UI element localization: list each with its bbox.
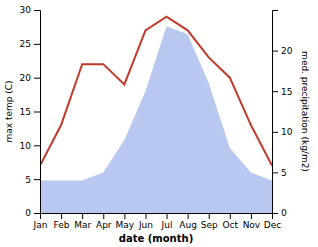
y2-axis-title: med. precipitation (kg/m2) [300,51,310,172]
tick-mark [272,213,278,214]
tick-label: 15 [281,87,292,97]
tick-label: 25 [20,39,31,49]
tick: Nov [243,213,261,230]
tick-mark [230,213,231,219]
tick: 15 [272,87,292,97]
tick-label: 5 [25,175,31,185]
tick-mark [61,213,62,219]
tick-mark [167,213,168,219]
tick-label: Jun [138,220,153,230]
tick: 30 [20,5,40,15]
tick-mark [34,10,40,11]
tick-mark [82,213,83,219]
tick-label: 10 [281,127,293,137]
tick: Jan [33,213,48,230]
tick-mark [272,51,278,52]
tick-label: 0 [281,208,287,218]
tick-label: Sep [201,220,218,230]
tick: Oct [223,213,239,230]
tick-mark [34,78,40,79]
axis-line [273,11,279,214]
tick-mark [34,213,40,214]
plot: JanFebMarAprMayJunJulAugSepOctNovDec0510… [4,5,310,244]
tick: Feb [54,213,70,230]
tick-label: 30 [20,5,32,15]
tick-mark [34,44,40,45]
tick: 25 [20,39,40,49]
tick-label: May [116,220,135,230]
tick-label: Aug [179,220,197,230]
tick: 5 [272,168,287,178]
tick: Apr [96,213,112,230]
tick-label: 20 [281,46,293,56]
tick-mark [145,213,146,219]
tick-mark [34,145,40,146]
tick: Jul [161,213,173,230]
tick-label: Mar [74,220,91,230]
tick-label: Oct [223,220,239,230]
tick-mark [188,213,189,219]
tick-mark [272,132,278,133]
tick: 10 [272,127,293,137]
y2-axis: 0 5 10 15 20 [272,11,293,219]
tick-label: 20 [20,73,32,83]
tick-mark [34,112,40,113]
tick: Mar [74,213,91,230]
tick: Jun [138,213,153,230]
tick: 10 [20,141,40,151]
tick-label: 0 [25,208,31,218]
y-axis-title: max temp (C) [4,80,14,142]
tick: Sep [201,213,218,230]
x-axis: Jan Feb Mar Apr MayJun Jul Aug Sep Oct NovDec [33,213,282,230]
tick-mark [209,213,210,219]
tick-mark [34,179,40,180]
tick-mark [251,213,252,219]
tick: 0 [25,208,40,218]
y-axis: 0 5 10 15 20 25 30 [20,5,41,218]
tick-label: 5 [281,168,287,178]
temperature-line [40,17,272,166]
tick-mark [124,213,125,219]
tick-label: Dec [264,220,281,230]
tick: 5 [25,175,40,185]
x-axis-title: date (month) [119,233,193,244]
tick: Dec [264,213,281,230]
tick: 15 [20,107,40,117]
tick-label: Jul [161,220,173,230]
tick: 20 [20,73,40,83]
tick: May [116,213,135,230]
axis-line [41,214,273,220]
tick-label: Feb [54,220,70,230]
precipitation-area [40,26,272,213]
tick: Aug [179,213,197,230]
tick-mark [272,172,278,173]
tick: 20 [272,46,293,56]
tick-label: 10 [20,141,32,151]
tick-label: Jan [33,220,48,230]
tick-label: 15 [20,107,31,117]
chart: JanFebMarAprMayJunJulAugSepOctNovDec0510… [0,0,318,247]
tick-mark [272,91,278,92]
marks [40,17,272,213]
tick-label: Apr [96,220,112,230]
tick-label: Nov [243,220,261,230]
tick-mark [103,213,104,219]
axis-line [34,11,41,214]
tick: 0 [272,208,287,218]
